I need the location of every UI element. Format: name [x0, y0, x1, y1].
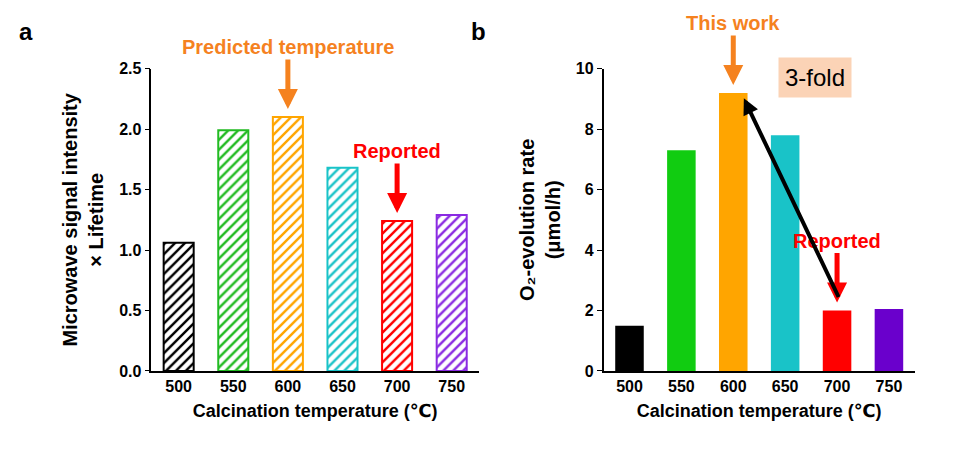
svg-text:2: 2	[585, 302, 594, 319]
svg-text:650: 650	[772, 378, 799, 395]
svg-text:10: 10	[576, 60, 594, 77]
svg-text:8: 8	[585, 121, 594, 138]
svg-text:650: 650	[329, 378, 356, 395]
svg-text:Microwave signal intensity× Li: Microwave signal intensity× Lifetime	[59, 92, 107, 346]
svg-text:0.0: 0.0	[119, 363, 141, 380]
svg-text:2.5: 2.5	[119, 60, 141, 77]
svg-text:500: 500	[165, 378, 192, 395]
svg-text:O₂-evolution rate(μmol/h): O₂-evolution rate(μmol/h)	[516, 139, 564, 301]
svg-text:0: 0	[585, 363, 594, 380]
svg-text:1.0: 1.0	[119, 242, 141, 259]
svg-text:550: 550	[220, 378, 247, 395]
svg-text:700: 700	[384, 378, 411, 395]
svg-text:4: 4	[585, 242, 594, 259]
svg-text:2.0: 2.0	[119, 121, 141, 138]
svg-text:550: 550	[668, 378, 695, 395]
svg-text:750: 750	[438, 378, 465, 395]
svg-text:750: 750	[876, 378, 903, 395]
svg-text:600: 600	[720, 378, 747, 395]
svg-text:6: 6	[585, 181, 594, 198]
svg-text:700: 700	[824, 378, 851, 395]
svg-text:3-fold: 3-fold	[785, 64, 845, 91]
svg-text:a: a	[19, 18, 33, 45]
svg-text:Reported: Reported	[353, 140, 441, 162]
svg-text:1.5: 1.5	[119, 181, 141, 198]
svg-text:600: 600	[275, 378, 302, 395]
svg-text:0.5: 0.5	[119, 302, 141, 319]
svg-text:Reported: Reported	[793, 230, 881, 252]
svg-text:Calcination temperature (℃): Calcination temperature (℃)	[193, 401, 438, 421]
svg-text:500: 500	[616, 378, 643, 395]
svg-text:Predicted temperature: Predicted temperature	[182, 36, 394, 58]
svg-text:This work: This work	[686, 12, 780, 34]
svg-text:Calcination temperature (℃): Calcination temperature (℃)	[637, 401, 882, 421]
svg-text:b: b	[471, 18, 486, 45]
